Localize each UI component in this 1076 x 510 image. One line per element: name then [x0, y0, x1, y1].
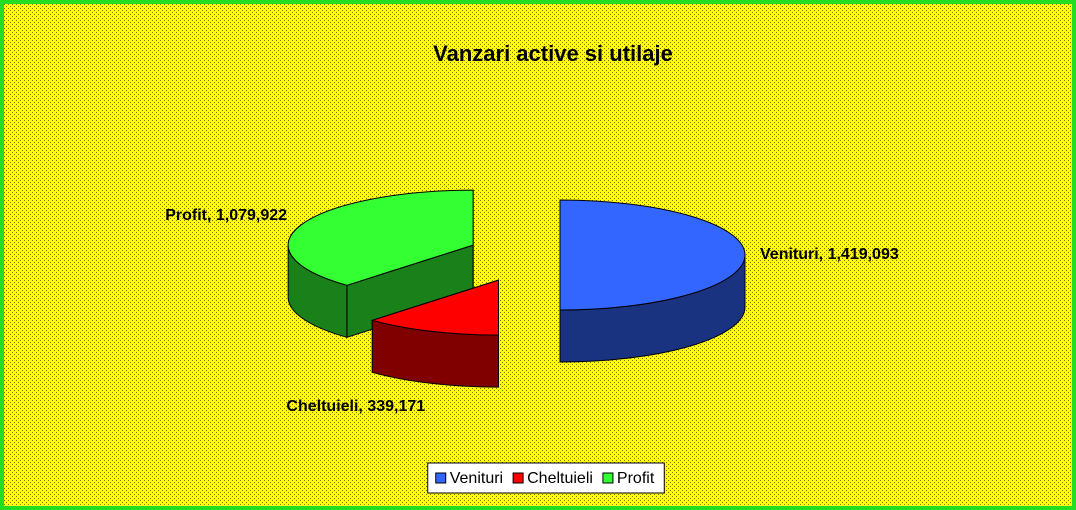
legend: Venituri Cheltuieli Profit	[427, 462, 665, 494]
slice-top	[559, 199, 746, 311]
slice-top	[287, 189, 474, 286]
legend-label: Venituri	[450, 470, 503, 487]
legend-swatch	[512, 472, 524, 484]
data-label: Profit, 1,079,922	[165, 207, 287, 224]
legend-swatch	[435, 472, 447, 484]
pie-slice	[370, 279, 499, 388]
legend-label: Profit	[617, 470, 655, 487]
pie-slice	[287, 189, 474, 338]
data-label: Cheltuieli, 339,171	[286, 398, 425, 415]
slice-top	[370, 279, 499, 336]
legend-label: Cheltuieli	[527, 470, 593, 487]
legend-swatch	[602, 472, 614, 484]
data-label: Venituri, 1,419,093	[760, 246, 899, 263]
legend-box	[427, 462, 665, 494]
chart-title: Vanzari active si utilaje	[433, 41, 673, 66]
pie-slice	[559, 199, 746, 363]
